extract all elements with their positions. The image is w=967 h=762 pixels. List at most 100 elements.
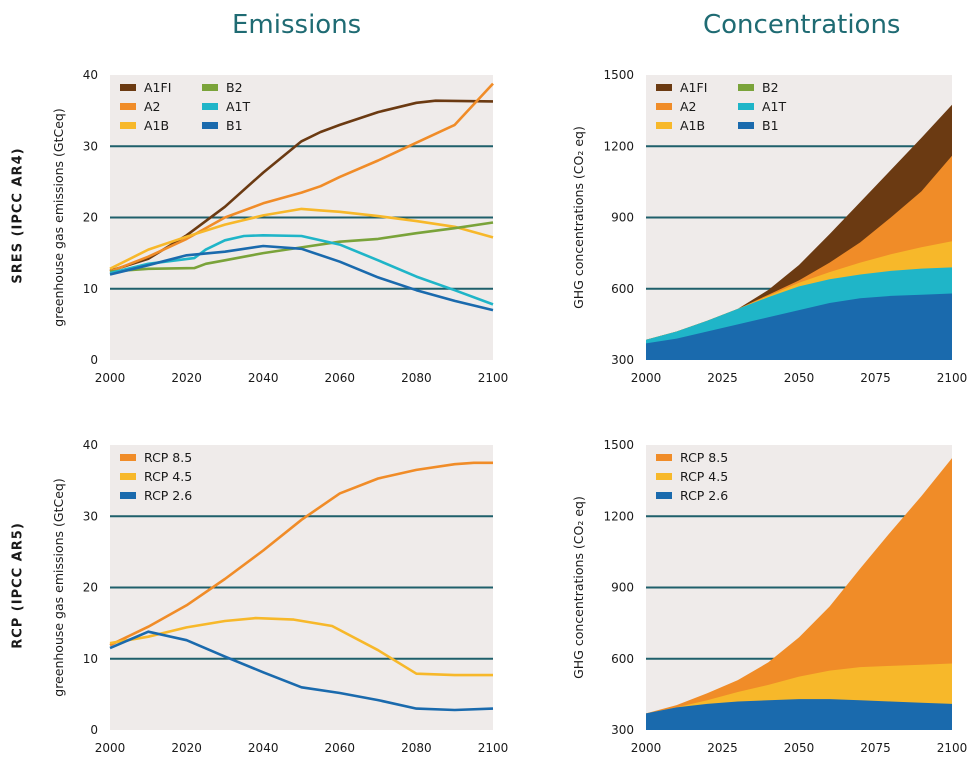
legend-swatch: [656, 492, 672, 499]
legend-label: B2: [762, 80, 779, 95]
x-tick-label: 2025: [707, 741, 738, 755]
y-axis-label: greenhouse gas emissions (GtCeq): [51, 478, 66, 696]
x-tick-label: 2000: [95, 741, 126, 755]
y-tick-label: 10: [83, 652, 98, 666]
legend-label: RCP 8.5: [144, 450, 192, 465]
x-tick-label: 2075: [860, 741, 891, 755]
x-tick-label: 2080: [401, 741, 432, 755]
concentrations-column-title: Concentrations: [703, 10, 901, 40]
series-area-rcp-8-5: [646, 458, 952, 730]
series-line-a2: [109, 82, 494, 273]
chart-panel-4: 2000 2025 2050 2075 2100 300 600 900 1200 1500 GHG…: [571, 438, 967, 755]
legend-label: RCP 2.6: [144, 488, 192, 503]
legend-swatch: [120, 84, 136, 91]
legend-swatch: [202, 122, 218, 129]
y-tick-label: 300: [611, 353, 634, 367]
series-line-rcp-4-5: [109, 616, 493, 677]
y-tick-label: 20: [83, 581, 98, 595]
legend-swatch: [120, 473, 136, 480]
legend-swatch: [120, 492, 136, 499]
x-tick-label: 2080: [401, 371, 432, 385]
x-tick-label: 2020: [171, 741, 202, 755]
series-line-b2: [109, 221, 494, 273]
x-tick-label: 2100: [478, 371, 509, 385]
y-tick-label: 40: [83, 68, 98, 82]
y-tick-label: 0: [90, 723, 98, 737]
legend-label: A1FI: [144, 80, 171, 95]
legend-label: RCP 4.5: [144, 469, 192, 484]
x-tick-label: 2100: [937, 371, 967, 385]
chart-panel-1: 2000 2020 2040 2060 2080 2100 0 10 20 30 40 greenho…: [51, 68, 508, 385]
x-tick-label: 2040: [248, 741, 279, 755]
x-tick-label: 2000: [631, 741, 662, 755]
legend-swatch: [656, 473, 672, 480]
legend-swatch: [120, 103, 136, 110]
legend-label: B1: [226, 118, 243, 133]
legend-label: A1B: [144, 118, 169, 133]
legend-swatch: [656, 84, 672, 91]
y-tick-label: 600: [611, 282, 634, 296]
y-axis-label: greenhouse gas emissions (GtCeq): [51, 108, 66, 326]
legend-label: A1T: [226, 99, 251, 114]
legend-label: RCP 4.5: [680, 469, 728, 484]
y-tick-label: 300: [611, 723, 634, 737]
legend-label: RCP 8.5: [680, 450, 728, 465]
legend-label: A1B: [680, 118, 705, 133]
legend-label: B2: [226, 80, 243, 95]
legend-swatch: [738, 84, 754, 91]
legend-label: B1: [762, 118, 779, 133]
x-tick-label: 2060: [325, 371, 356, 385]
x-tick-label: 2000: [631, 371, 662, 385]
y-tick-label: 1500: [603, 68, 634, 82]
x-tick-label: 2050: [784, 371, 815, 385]
x-tick-label: 2000: [95, 371, 126, 385]
x-tick-label: 2100: [937, 741, 967, 755]
series-area-b1: [646, 293, 952, 360]
legend-label: A1FI: [680, 80, 707, 95]
legend-label: A2: [680, 99, 697, 114]
legend-swatch: [738, 103, 754, 110]
legend-swatch: [120, 122, 136, 129]
y-tick-label: 0: [90, 353, 98, 367]
legend-swatch: [120, 454, 136, 461]
series-line-a1b: [109, 207, 494, 270]
y-axis-label: GHG concentrations (CO₂ eq): [571, 126, 586, 309]
legend-swatch: [656, 454, 672, 461]
legend-label: RCP 2.6: [680, 488, 728, 503]
x-tick-label: 2040: [248, 371, 279, 385]
y-tick-label: 1200: [603, 509, 634, 523]
x-tick-label: 2025: [707, 371, 738, 385]
legend-swatch: [202, 84, 218, 91]
legend-label: A2: [144, 99, 161, 114]
legend-swatch: [738, 122, 754, 129]
y-tick-label: 30: [83, 139, 98, 153]
y-axis-label: GHG concentrations (CO₂ eq): [571, 496, 586, 679]
x-tick-label: 2100: [478, 741, 509, 755]
y-tick-label: 900: [611, 581, 634, 595]
y-tick-label: 900: [611, 211, 634, 225]
x-tick-label: 2050: [784, 741, 815, 755]
chart-panel-2: 2000 2025 2050 2075 2100 300 600 900 1200 1500 GHG…: [571, 68, 967, 385]
emissions-column-title: Emissions: [232, 10, 362, 40]
series-line-rcp-8-5: [109, 461, 493, 647]
y-tick-label: 20: [83, 211, 98, 225]
y-tick-label: 1200: [603, 139, 634, 153]
y-tick-label: 1500: [603, 438, 634, 452]
series-line-b1: [109, 244, 494, 312]
chart-panel-3: 2000 2020 2040 2060 2080 2100 0 10 20 30 40 greenho…: [51, 438, 508, 755]
y-tick-label: 30: [83, 509, 98, 523]
x-tick-label: 2075: [860, 371, 891, 385]
x-tick-label: 2060: [325, 741, 356, 755]
legend-label: A1T: [762, 99, 787, 114]
y-tick-label: 600: [611, 652, 634, 666]
series-line-rcp-2-6: [109, 630, 494, 712]
y-tick-label: 10: [83, 282, 98, 296]
series-line-a1t: [109, 234, 494, 306]
y-tick-label: 40: [83, 438, 98, 452]
series-area-rcp-2-6: [646, 699, 952, 730]
legend-swatch: [656, 122, 672, 129]
legend-swatch: [202, 103, 218, 110]
x-tick-label: 2020: [171, 371, 202, 385]
legend-swatch: [656, 103, 672, 110]
